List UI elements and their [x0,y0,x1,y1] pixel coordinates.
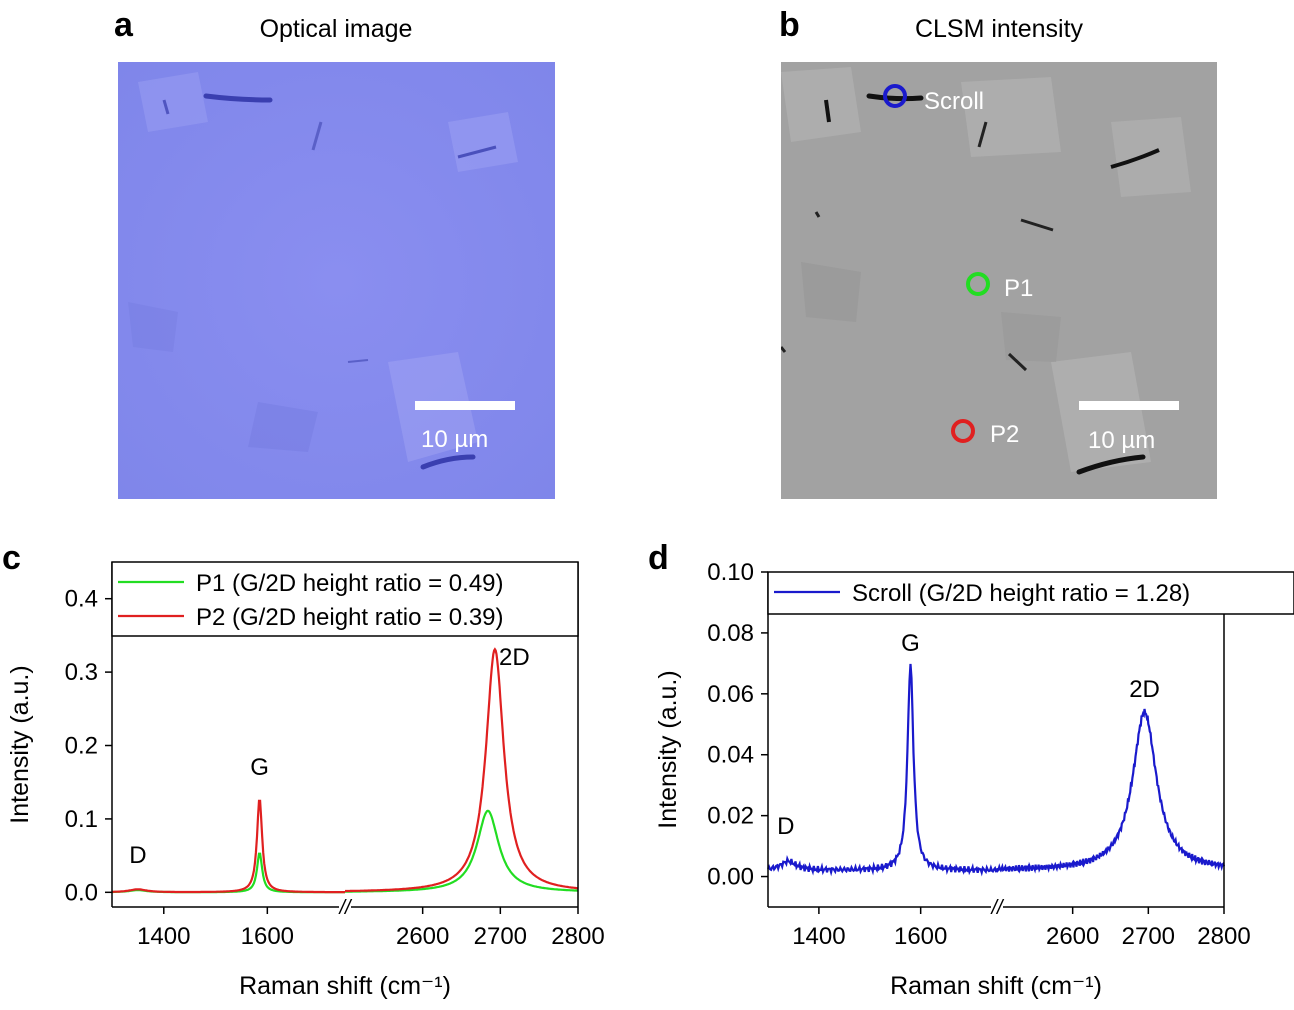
axis-break-mark: // [989,897,1005,919]
axis-break-gap [339,901,351,913]
scale-bar-a [415,401,515,410]
chart-c: // 1400 1600 2600 2700 2800 0.0 0.1 0.2 0.3 0.4 Ram… [6,561,605,1000]
scale-bar-label-b: 10 µm [1088,427,1156,454]
x-tick-label-2: 2600 [396,923,449,950]
panel-title-clsm: CLSM intensity [914,15,1084,43]
y-axis-label: Intensity (a.u.) [6,665,34,823]
legend-label-0: P1 (G/2D height ratio = 0.49) [196,570,504,597]
x-tick-label-1: 1600 [241,923,294,950]
axis-break-gap [991,901,1003,913]
x-tick-label-0: 1400 [137,923,190,950]
y-tick-label-0: 0.00 [707,864,754,891]
scale-bar-b [1079,401,1179,410]
y-tick-label-2: 0.2 [65,733,98,760]
x-tick-label-3: 2700 [1122,923,1175,950]
clsm-image [781,62,1217,499]
x-tick-label-4: 2800 [551,923,604,950]
marker-label-p1: P1 [1004,275,1034,302]
axis-break-mark: // [337,897,353,919]
series-line-1 [112,647,578,894]
annotation-G: G [250,754,269,781]
y-tick-label-2: 0.04 [707,742,754,769]
y-tick-label-5: 0.10 [707,559,754,586]
x-tick-label-3: 2700 [474,923,527,950]
y-tick-label-3: 0.06 [707,681,754,708]
annotation-2D: 2D [499,644,530,671]
y-axis-label: Intensity (a.u.) [654,670,682,828]
annotation-D: D [129,842,146,869]
chart-d: // 1400 1600 2600 2700 2800 0.00 0.02 0.04 0.06 0.… [654,559,1294,1000]
x-tick-label-2: 2600 [1046,923,1099,950]
legend-box [767,571,1294,615]
annotation-G: G [901,630,920,657]
annotation-D: D [777,813,794,840]
annotation-2D: 2D [1129,676,1160,703]
legend-box [111,561,579,637]
panel-letter-c: c [2,539,21,577]
series-line-0 [112,809,578,894]
x-axis-label: Raman shift (cm⁻¹) [890,972,1102,1000]
legend-label-0: Scroll (G/2D height ratio = 1.28) [852,580,1190,607]
scale-bar-label-a: 10 µm [421,426,489,453]
panel-letter-a: a [114,6,133,44]
legend-label-1: P2 (G/2D height ratio = 0.39) [196,604,504,631]
panel-title-optical: Optical image [259,15,413,43]
panel-letter-b: b [779,6,800,44]
y-tick-label-4: 0.4 [65,586,98,613]
panel-letter-d: d [648,539,669,577]
x-tick-label-0: 1400 [792,923,845,950]
x-tick-label-1: 1600 [894,923,947,950]
y-tick-label-1: 0.02 [707,803,754,830]
y-tick-label-0: 0.0 [65,879,98,906]
y-tick-label-1: 0.1 [65,806,98,833]
x-axis-label: Raman shift (cm⁻¹) [239,972,451,1000]
x-tick-label-4: 2800 [1197,923,1250,950]
y-tick-label-4: 0.08 [707,620,754,647]
marker-label-scroll: Scroll [924,88,985,115]
y-tick-label-3: 0.3 [65,659,98,686]
series-line-0 [767,663,1226,877]
marker-label-p2: P2 [990,421,1020,448]
